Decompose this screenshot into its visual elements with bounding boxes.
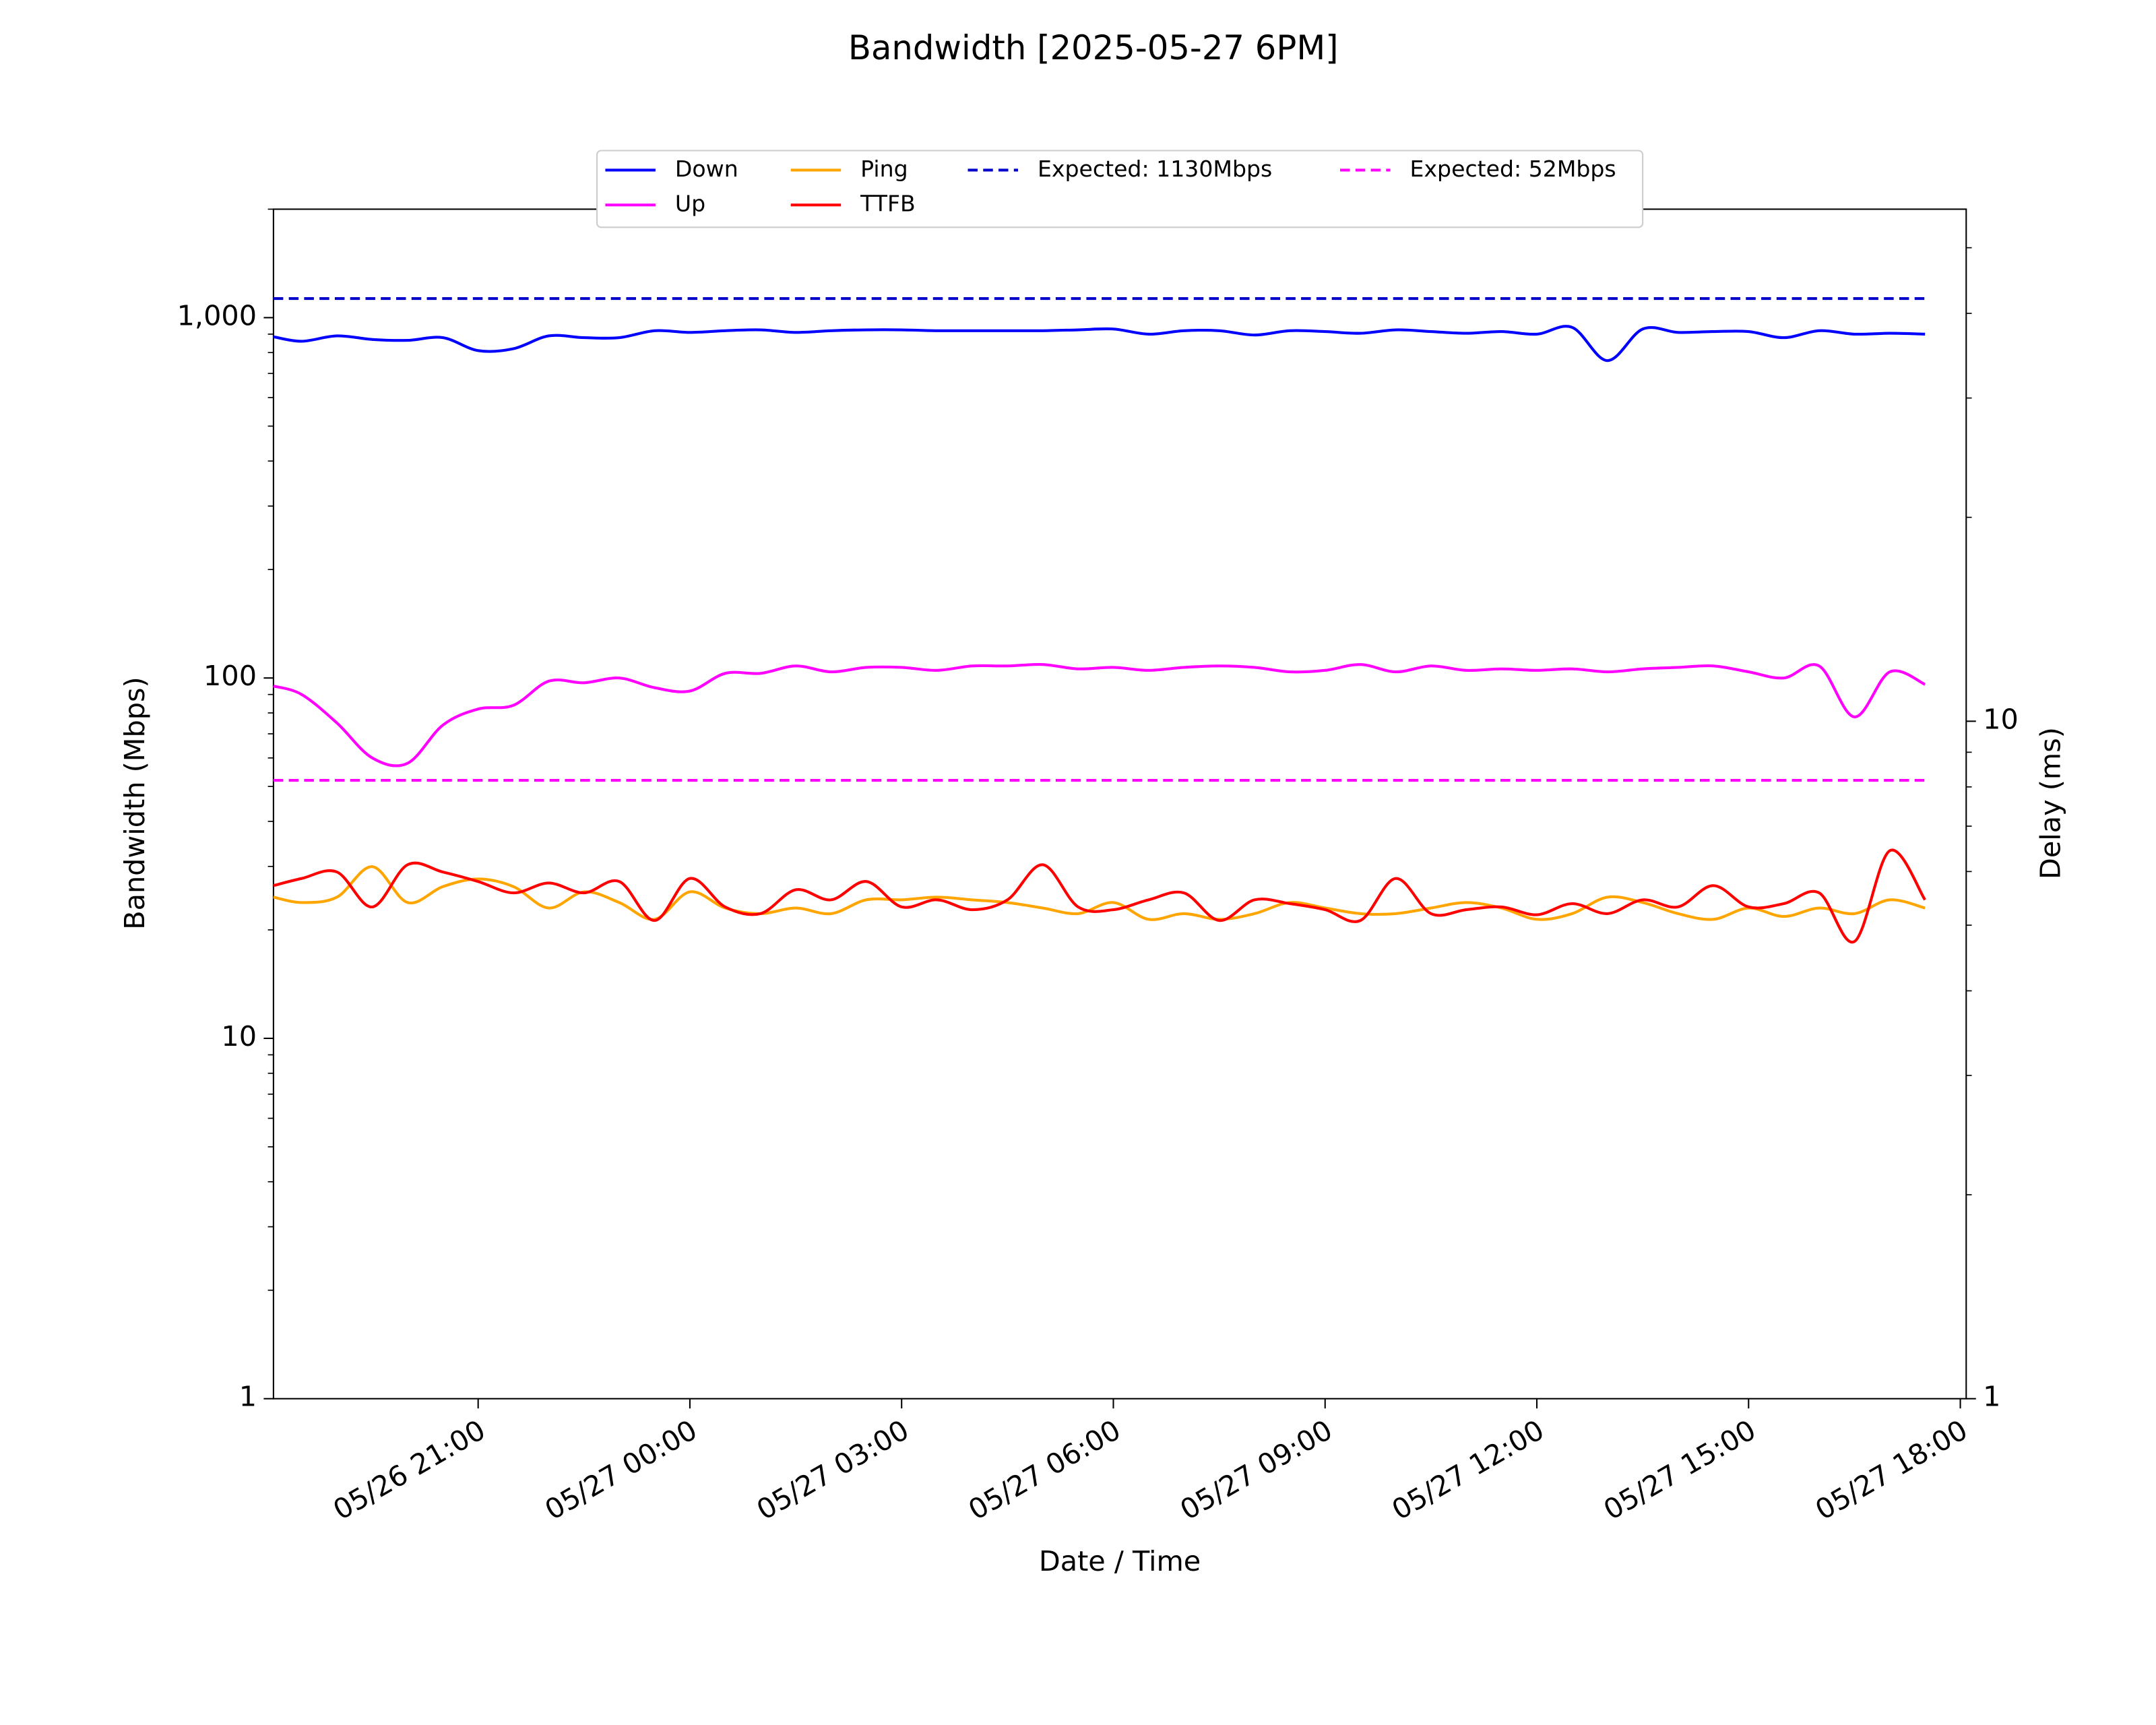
legend-label: Up bbox=[675, 191, 705, 217]
legend-label: Expected: 52Mbps bbox=[1410, 156, 1616, 182]
legend-label: Ping bbox=[860, 156, 908, 182]
y-tick-label: 1 bbox=[239, 1381, 257, 1413]
y-axis-label: Bandwidth (Mbps) bbox=[119, 677, 151, 930]
series-line bbox=[273, 325, 1926, 363]
x-axis-label: Date / Time bbox=[1039, 1545, 1201, 1577]
legend: Down Up Ping TTFB Expected: 1130Mbps Expected… bbox=[596, 150, 1644, 228]
y-tick-label: 1,000 bbox=[177, 299, 257, 332]
y2-tick-label: 10 bbox=[1983, 703, 2019, 735]
y-tick-label: 100 bbox=[203, 660, 257, 692]
y-tick-label: 10 bbox=[221, 1020, 257, 1053]
series-line bbox=[273, 662, 1926, 767]
chart-title: Bandwidth [2025-05-27 6PM] bbox=[848, 28, 1339, 67]
legend-label: Down bbox=[675, 156, 738, 182]
legend-label: Expected: 1130Mbps bbox=[1038, 156, 1272, 182]
y2-tick-label: 1 bbox=[1983, 1381, 2000, 1413]
y2-axis-label: Delay (ms) bbox=[2035, 727, 2067, 879]
series-line bbox=[273, 848, 1926, 944]
series-line bbox=[273, 865, 1926, 921]
legend-frame bbox=[596, 150, 1644, 228]
legend-label: TTFB bbox=[860, 191, 916, 217]
